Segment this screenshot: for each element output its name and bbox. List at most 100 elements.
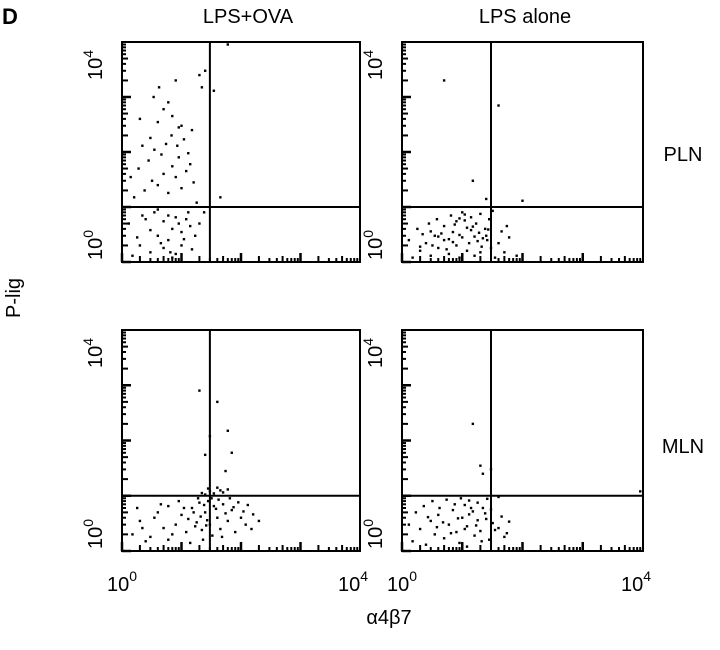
data-point	[497, 495, 500, 499]
data-point	[219, 527, 222, 531]
data-point	[162, 108, 165, 111]
x-tick-label: 100	[387, 568, 417, 596]
data-point	[467, 513, 471, 516]
data-point	[441, 521, 445, 524]
data-point	[160, 153, 163, 156]
data-point	[465, 525, 469, 528]
data-point	[170, 134, 173, 137]
data-point	[198, 222, 201, 225]
data-point	[226, 429, 229, 432]
data-point	[411, 256, 414, 259]
data-point	[174, 79, 177, 82]
data-point	[507, 236, 511, 239]
data-point	[449, 214, 453, 217]
data-point	[463, 527, 466, 531]
data-point	[244, 523, 247, 526]
data-point	[187, 517, 190, 521]
data-point	[463, 219, 466, 222]
data-point	[232, 506, 235, 509]
data-point	[455, 244, 458, 247]
data-point	[216, 516, 219, 519]
data-point	[453, 503, 456, 506]
y-tick-label: 104	[360, 50, 387, 80]
data-point	[418, 249, 422, 252]
data-point	[426, 515, 430, 519]
data-point	[143, 189, 146, 192]
data-point	[199, 515, 202, 518]
data-point	[442, 79, 446, 82]
data-point	[458, 541, 461, 545]
data-point	[515, 254, 518, 257]
data-point	[162, 526, 165, 530]
data-point	[221, 491, 225, 494]
data-point	[250, 527, 253, 531]
row-label-mln: MLN	[662, 436, 704, 458]
data-point	[433, 234, 436, 237]
data-point	[203, 493, 207, 496]
data-point	[440, 232, 443, 235]
data-point	[481, 472, 485, 475]
data-point	[471, 225, 475, 228]
data-point	[180, 186, 183, 190]
data-point	[177, 499, 180, 503]
data-point	[162, 172, 165, 176]
data-point	[174, 216, 177, 219]
data-point	[149, 136, 152, 140]
data-point	[479, 529, 482, 533]
data-point	[188, 541, 192, 545]
data-point	[435, 525, 439, 529]
data-point	[476, 519, 479, 522]
data-point	[465, 226, 469, 229]
data-point	[437, 513, 440, 517]
data-point	[431, 244, 434, 247]
data-point	[171, 256, 174, 259]
data-point	[141, 144, 144, 147]
data-point	[135, 236, 139, 239]
data-point	[149, 251, 152, 254]
data-point	[455, 220, 458, 223]
data-point	[230, 508, 233, 512]
data-point	[182, 506, 186, 510]
data-point	[200, 528, 204, 532]
data-point	[156, 234, 160, 237]
data-point	[487, 538, 491, 541]
data-point	[188, 163, 192, 166]
data-point	[507, 520, 511, 523]
data-point	[190, 506, 194, 510]
data-point	[200, 491, 204, 495]
data-point	[493, 528, 497, 532]
y-tick-label: 100	[360, 230, 387, 260]
data-point	[497, 526, 500, 530]
data-point	[141, 214, 144, 217]
data-point	[208, 434, 212, 438]
data-point	[461, 236, 464, 239]
data-point	[187, 152, 190, 155]
data-point	[164, 142, 168, 146]
data-point	[237, 501, 240, 504]
data-point	[216, 400, 219, 404]
data-point	[137, 167, 140, 170]
svg-text:104: 104	[360, 50, 387, 80]
data-point	[477, 231, 481, 234]
data-point	[171, 114, 174, 118]
data-point	[418, 527, 422, 531]
data-point	[503, 251, 506, 254]
data-point	[431, 499, 434, 503]
data-point	[483, 227, 487, 231]
data-point	[159, 241, 163, 245]
data-point	[480, 540, 483, 543]
data-point	[185, 169, 188, 173]
data-point	[463, 503, 466, 507]
data-point	[458, 256, 461, 259]
data-point	[201, 538, 205, 541]
svg-text:100: 100	[360, 519, 387, 549]
data-point	[427, 222, 431, 225]
panel-letter: D	[2, 4, 18, 29]
data-point	[190, 248, 194, 251]
data-point	[150, 179, 154, 182]
data-point	[149, 535, 152, 539]
data-point	[226, 519, 229, 523]
data-point	[424, 241, 428, 245]
data-point	[156, 183, 160, 187]
data-point	[156, 120, 160, 124]
